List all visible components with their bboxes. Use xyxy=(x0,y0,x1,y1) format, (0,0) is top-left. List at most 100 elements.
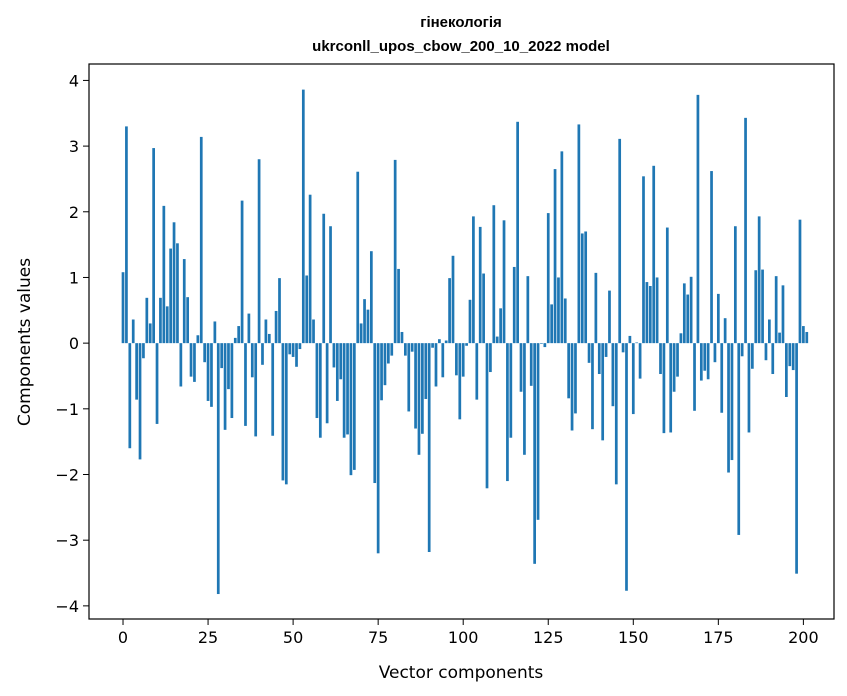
bar-121 xyxy=(533,343,536,564)
bar-166 xyxy=(686,294,690,344)
bar-31 xyxy=(227,343,230,390)
bar-59 xyxy=(322,213,326,344)
bar-156 xyxy=(652,165,656,344)
bar-71 xyxy=(363,299,366,344)
bar-132 xyxy=(570,343,574,431)
bar-147 xyxy=(621,343,625,353)
bar-114 xyxy=(509,343,513,438)
bar-199 xyxy=(798,219,802,344)
bar-48 xyxy=(284,343,288,485)
bar-188 xyxy=(761,269,764,344)
bar-19 xyxy=(186,297,190,344)
bar-15 xyxy=(172,222,176,344)
bar-150 xyxy=(631,343,635,415)
bar-185 xyxy=(750,343,754,369)
bar-53 xyxy=(301,89,305,344)
bar-22 xyxy=(196,335,200,344)
bar-113 xyxy=(506,343,509,482)
bar-119 xyxy=(526,276,530,344)
bar-151 xyxy=(635,342,639,344)
bar-94 xyxy=(441,343,445,378)
bar-11 xyxy=(159,297,162,344)
bar-159 xyxy=(662,343,666,434)
bar-47 xyxy=(281,343,285,481)
bar-177 xyxy=(723,318,727,344)
bar-56 xyxy=(312,319,315,344)
bar-30 xyxy=(223,343,227,430)
bar-103 xyxy=(472,216,475,344)
bar-62 xyxy=(332,343,336,368)
bar-163 xyxy=(676,343,679,377)
bar-174 xyxy=(713,343,717,363)
bar-189 xyxy=(764,343,768,361)
x-tick-label: 75 xyxy=(368,628,388,647)
x-tick-label: 200 xyxy=(788,628,819,647)
bar-129 xyxy=(560,151,564,344)
bars-group xyxy=(121,89,809,595)
bar-8 xyxy=(148,323,152,344)
bar-158 xyxy=(659,343,662,375)
bar-43 xyxy=(267,333,271,344)
bar-104 xyxy=(475,343,479,400)
bar-68 xyxy=(352,343,356,470)
bar-2 xyxy=(128,343,132,449)
bar-100 xyxy=(461,343,465,377)
bar-7 xyxy=(145,297,149,344)
bar-139 xyxy=(594,272,598,344)
bar-162 xyxy=(672,343,676,392)
bar-76 xyxy=(380,343,383,401)
y-tick-label: 1 xyxy=(69,268,79,287)
bar-157 xyxy=(655,277,659,344)
bar-16 xyxy=(176,243,179,344)
bar-196 xyxy=(788,343,792,367)
bar-41 xyxy=(261,343,264,365)
bar-116 xyxy=(516,121,519,344)
bar-25 xyxy=(206,343,210,401)
bar-133 xyxy=(574,343,577,414)
bar-164 xyxy=(679,333,683,344)
bar-74 xyxy=(373,343,377,484)
bar-64 xyxy=(339,343,343,380)
x-tick-label: 25 xyxy=(198,628,218,647)
y-tick-label: −2 xyxy=(55,466,79,485)
bar-0 xyxy=(121,272,125,344)
bar-54 xyxy=(305,275,309,344)
bar-66 xyxy=(346,343,349,435)
bar-91 xyxy=(431,343,434,348)
bar-154 xyxy=(645,282,649,344)
bar-186 xyxy=(754,270,758,344)
y-tick-label: −3 xyxy=(55,531,79,550)
bar-200 xyxy=(802,326,805,344)
bar-108 xyxy=(489,343,492,373)
bar-182 xyxy=(740,343,744,357)
bar-126 xyxy=(550,304,554,344)
bar-130 xyxy=(563,298,567,344)
bar-69 xyxy=(356,171,360,344)
bar-20 xyxy=(189,343,193,377)
bar-44 xyxy=(271,343,275,436)
bar-143 xyxy=(608,290,611,344)
bar-61 xyxy=(329,226,332,344)
bar-93 xyxy=(438,339,441,344)
bar-122 xyxy=(536,343,540,520)
x-tick-label: 100 xyxy=(448,628,479,647)
bar-95 xyxy=(444,340,448,344)
bar-49 xyxy=(288,343,292,355)
bar-134 xyxy=(577,124,581,344)
bar-195 xyxy=(785,343,788,397)
bar-73 xyxy=(369,251,373,344)
bar-161 xyxy=(669,343,673,433)
bar-107 xyxy=(485,343,489,489)
bar-21 xyxy=(193,343,196,382)
bar-191 xyxy=(771,343,775,375)
x-tick-label: 50 xyxy=(283,628,303,647)
bar-167 xyxy=(689,276,693,344)
bar-72 xyxy=(366,309,370,344)
bar-193 xyxy=(778,332,781,344)
chart-title-line2: ukrconll_upos_cbow_200_10_2022 model xyxy=(312,38,610,55)
bar-183 xyxy=(744,117,747,344)
bar-118 xyxy=(523,343,526,455)
bar-115 xyxy=(512,266,516,344)
bar-65 xyxy=(342,343,346,438)
bar-55 xyxy=(308,194,312,344)
